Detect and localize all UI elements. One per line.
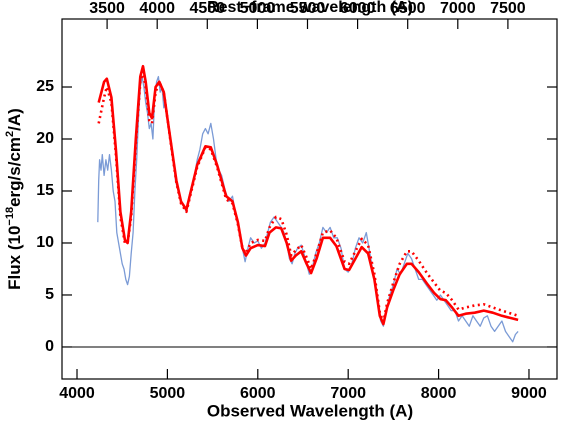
x-tick-label: 9000 xyxy=(511,385,547,402)
x-axis-label: Observed Wavelength (A) xyxy=(207,401,413,420)
y-tick-label: 20 xyxy=(36,130,54,147)
x2-tick-label: 3500 xyxy=(89,0,125,17)
y-tick-label: 10 xyxy=(36,234,54,251)
x2-tick-label: 7500 xyxy=(490,0,526,17)
x-tick-label: 8000 xyxy=(421,385,457,402)
x-tick-label: 7000 xyxy=(330,385,366,402)
y-axis-label: Flux (10−18erg/s/cm2/A) xyxy=(4,108,25,290)
y-tick-label: 25 xyxy=(36,78,54,95)
y-label-part: Flux (10 xyxy=(5,226,24,290)
y-tick-label: 5 xyxy=(45,286,54,303)
x2-tick-label: 5000 xyxy=(240,0,276,17)
y-tick-label: 15 xyxy=(36,182,54,199)
x2-tick-label: 6000 xyxy=(340,0,376,17)
x2-tick-label: 6500 xyxy=(390,0,426,17)
y-label-part: /A) xyxy=(5,108,24,131)
x2-tick-label: 7000 xyxy=(440,0,476,17)
plot-frame xyxy=(61,18,558,380)
x-tick-label: 5000 xyxy=(150,385,186,402)
spectrum-line xyxy=(97,75,519,343)
x2-tick-label: 4500 xyxy=(189,0,225,17)
spectrum-line xyxy=(97,70,519,324)
x2-axis-label: Rest−frame wavelength (A) xyxy=(207,0,413,16)
x-tick-label: 4000 xyxy=(59,385,95,402)
x2-tick-label: 4000 xyxy=(139,0,175,17)
x-tick-label: 6000 xyxy=(240,385,276,402)
spectrum-line xyxy=(97,64,519,326)
y-label-sup: 2 xyxy=(4,131,16,137)
y-label-part: erg/s/cm xyxy=(5,137,24,207)
y-label-sup: −18 xyxy=(4,207,16,226)
x2-tick-label: 5500 xyxy=(290,0,326,17)
y-tick-label: 0 xyxy=(45,338,54,355)
